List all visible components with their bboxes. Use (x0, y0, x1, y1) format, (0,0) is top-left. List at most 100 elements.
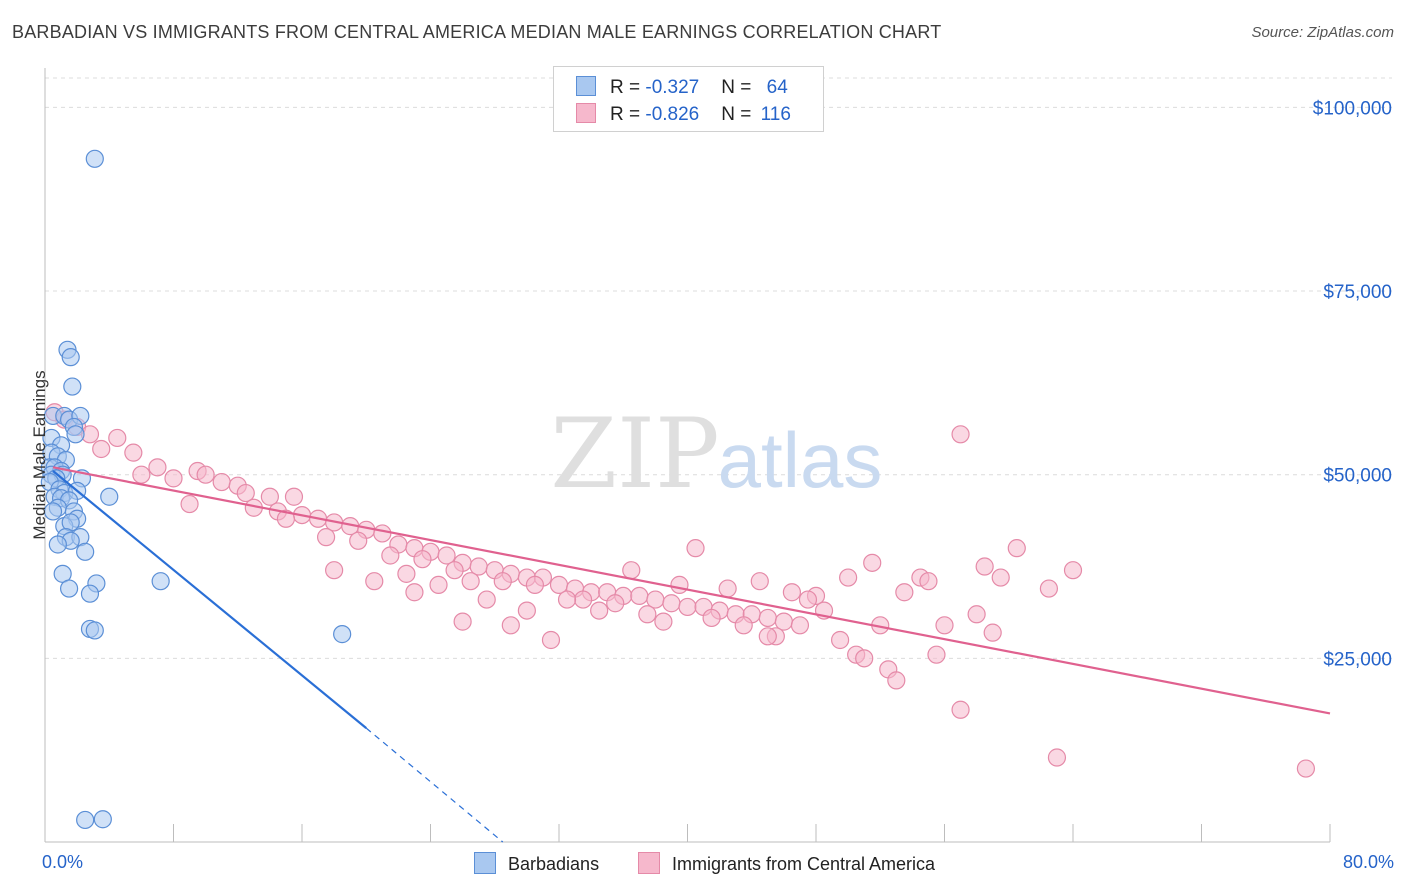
data-point (66, 425, 85, 444)
data-point (333, 625, 352, 644)
gridlines (45, 77, 1392, 659)
legend-swatch-immigrants (576, 103, 596, 123)
data-point (622, 561, 641, 580)
data-point (381, 546, 400, 565)
data-point (670, 575, 689, 594)
source-credit: Source: ZipAtlas.com (1251, 24, 1394, 41)
data-point (43, 502, 63, 521)
legend-label-barbadians: Barbadians (508, 854, 600, 874)
data-point (132, 465, 151, 484)
data-point (855, 649, 874, 668)
data-point (662, 594, 681, 613)
data-point (606, 594, 625, 613)
data-point (124, 443, 143, 462)
legend-r-value: -0.327 (645, 77, 700, 98)
data-point (927, 645, 946, 664)
data-point (839, 568, 858, 587)
data-point (919, 572, 938, 591)
data-point (93, 810, 112, 829)
data-point (325, 561, 344, 580)
data-point (1007, 539, 1026, 558)
data-point (702, 608, 721, 628)
data-point (453, 612, 472, 631)
data-point (365, 572, 384, 591)
data-point (260, 487, 279, 506)
data-point (1039, 579, 1059, 598)
data-point (557, 590, 577, 609)
data-point (80, 584, 100, 603)
trend-line-barbadians-extension (365, 727, 504, 843)
legend-n-value: 116 (760, 104, 791, 125)
data-point (678, 597, 697, 617)
data-point (686, 539, 705, 558)
y-axis-label: Median Male Earnings (30, 370, 49, 540)
data-point (164, 469, 183, 488)
watermark-zip: ZIP (550, 398, 719, 510)
data-point (373, 524, 392, 543)
data-point (951, 425, 970, 444)
data-point (517, 601, 536, 620)
data-point (437, 546, 456, 565)
data-point (493, 572, 512, 591)
data-point (983, 623, 1002, 642)
data-point (790, 616, 810, 635)
data-point (967, 605, 986, 624)
data-point (830, 630, 850, 650)
legend-n-value: 64 (766, 77, 788, 98)
data-point (180, 494, 199, 514)
data-point (1063, 561, 1083, 580)
y-tick-label: $50,000 (1323, 466, 1392, 487)
legend-swatch-barbadians (576, 76, 596, 96)
data-point (48, 535, 67, 554)
trend-line-immigrants (52, 466, 1331, 715)
data-point (1047, 748, 1067, 767)
series-barbadians (40, 149, 352, 830)
data-point (61, 348, 80, 367)
data-point (782, 583, 802, 602)
legend-n-label: N = (721, 77, 757, 98)
data-point (461, 572, 480, 591)
data-point (758, 627, 777, 646)
data-point (63, 377, 82, 396)
y-tick-label: $25,000 (1323, 649, 1392, 670)
data-point (1296, 759, 1316, 778)
legend-swatch-barbadians (474, 852, 496, 874)
data-point (85, 149, 104, 168)
trend-lines (52, 466, 1331, 843)
series-legend: Barbadians Immigrants from Central Ameri… (0, 852, 1406, 876)
chart-title: BARBADIAN VS IMMIGRANTS FROM CENTRAL AME… (12, 22, 942, 42)
data-point (405, 583, 424, 602)
legend-item-immigrants: Immigrants from Central America (638, 852, 935, 875)
data-point (991, 568, 1010, 587)
legend-swatch-immigrants (638, 852, 660, 874)
data-point (100, 487, 119, 506)
data-point (276, 509, 296, 528)
data-point (413, 550, 432, 569)
data-point (429, 575, 448, 594)
x-axis-max-label: 80.0% (1342, 852, 1394, 872)
data-point (316, 528, 336, 547)
legend-r-label: R = (610, 77, 646, 98)
data-point (236, 483, 255, 503)
data-point (151, 572, 170, 591)
data-point (573, 590, 593, 609)
data-point (734, 616, 753, 635)
legend-n-label: N = (721, 104, 757, 125)
data-point (349, 531, 368, 550)
y-tick-label: $75,000 (1323, 282, 1392, 303)
data-point (718, 579, 737, 598)
data-point (975, 557, 994, 576)
legend-row-barbadians: R = -0.327 N = 64 (576, 76, 788, 98)
data-point (196, 465, 215, 484)
data-point (477, 590, 496, 609)
trend-line-barbadians (52, 470, 367, 729)
data-point (85, 621, 104, 640)
data-point (397, 564, 416, 583)
y-tick-labels: $25,000 $50,000 $75,000 $100,000 (1313, 98, 1392, 670)
data-point (758, 608, 777, 628)
data-point (590, 601, 609, 620)
data-point (525, 575, 545, 594)
data-point (108, 428, 127, 448)
legend-r-value: -0.826 (645, 104, 700, 125)
